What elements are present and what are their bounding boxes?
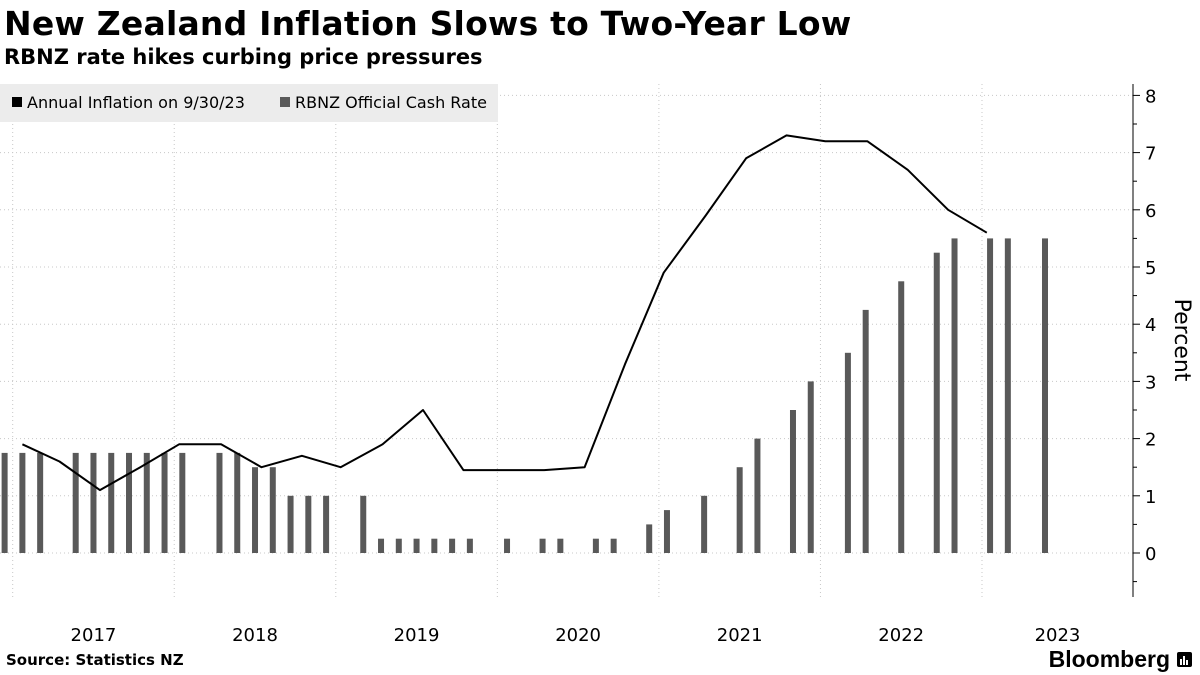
grid — [0, 84, 1133, 597]
cash-rate-bar — [557, 538, 564, 553]
x-tick-label: 2019 — [394, 625, 440, 646]
cash-rate-bar — [987, 238, 994, 553]
cash-rate-bar — [736, 467, 743, 553]
cash-rate-bar — [90, 452, 97, 553]
cash-rate-bar — [539, 538, 546, 553]
cash-rate-bar — [898, 281, 905, 553]
legend: Annual Inflation on 9/30/23 RBNZ Officia… — [12, 93, 487, 112]
cash-rate-bar — [216, 452, 223, 553]
cash-rate-bar — [269, 467, 276, 553]
cash-rate-bar — [663, 510, 670, 553]
cash-rate-bar — [378, 538, 385, 553]
cash-rate-bars — [1, 238, 1048, 553]
y-tick-label: 8 — [1145, 86, 1156, 107]
cash-rate-bar — [179, 452, 186, 553]
legend-swatch-inflation — [12, 97, 22, 107]
y-tick-label: 3 — [1145, 372, 1156, 393]
chart-title: New Zealand Inflation Slows to Two-Year … — [4, 4, 852, 43]
cash-rate-bar — [610, 538, 617, 553]
cash-rate-bar — [395, 538, 402, 553]
inflation-line — [21, 134, 988, 492]
cash-rate-bar — [360, 495, 367, 553]
y-tick-label: 0 — [1145, 544, 1156, 565]
x-tick-label: 2023 — [1035, 625, 1081, 646]
bloomberg-logo: Bloomberg — [1049, 646, 1192, 673]
x-tick-label: 2022 — [878, 625, 924, 646]
cash-rate-bar — [1004, 238, 1011, 553]
cash-rate-bar — [305, 495, 312, 553]
bloomberg-terminal-icon — [1177, 652, 1192, 667]
y-tick-label: 1 — [1145, 487, 1156, 508]
y-tick-label: 4 — [1145, 315, 1156, 336]
x-ticks: 2017 2018 2019 2020 2021 2022 2023 — [71, 625, 1081, 646]
y-axis-label: Percent — [1169, 299, 1194, 382]
y-ticks: 0 1 2 3 4 5 6 7 8 — [1133, 86, 1156, 583]
cash-rate-bar — [592, 538, 599, 553]
cash-rate-bar — [504, 538, 511, 553]
cash-rate-bar — [161, 452, 168, 553]
y-tick-label: 5 — [1145, 258, 1156, 279]
cash-rate-bar — [37, 452, 44, 553]
cash-rate-bar — [862, 309, 869, 553]
cash-rate-bar — [323, 495, 330, 553]
brand-name: Bloomberg — [1048, 646, 1170, 672]
x-tick-label: 2017 — [71, 625, 117, 646]
x-tick-label: 2020 — [555, 625, 601, 646]
legend-label-inflation: Annual Inflation on 9/30/23 — [27, 93, 245, 112]
cash-rate-bar — [933, 252, 940, 553]
y-tick-label: 6 — [1145, 201, 1156, 222]
cash-rate-bar — [252, 467, 259, 553]
cash-rate-bar — [951, 238, 958, 553]
cash-rate-bar — [449, 538, 456, 553]
cash-rate-bar — [1, 452, 8, 553]
cash-rate-bar — [466, 538, 473, 553]
source-note: Source: Statistics NZ — [6, 651, 184, 669]
cash-rate-bar — [143, 452, 150, 553]
cash-rate-bar — [789, 410, 796, 553]
cash-rate-bar — [1041, 238, 1048, 553]
cash-rate-bar — [19, 452, 26, 553]
y-tick-label: 7 — [1145, 144, 1156, 165]
legend-label-cash-rate: RBNZ Official Cash Rate — [295, 93, 487, 112]
legend-swatch-cash-rate — [280, 97, 290, 107]
cash-rate-bar — [126, 452, 133, 553]
cash-rate-bar — [431, 538, 438, 553]
x-tick-label: 2021 — [717, 625, 763, 646]
cash-rate-bar — [287, 495, 294, 553]
chart-subtitle: RBNZ rate hikes curbing price pressures — [4, 45, 483, 69]
x-tick-label: 2018 — [232, 625, 278, 646]
cash-rate-bar — [807, 381, 814, 553]
cash-rate-bar — [754, 438, 761, 553]
cash-rate-bar — [234, 452, 241, 553]
cash-rate-bar — [108, 452, 115, 553]
y-tick-label: 2 — [1145, 430, 1156, 451]
cash-rate-bar — [701, 495, 708, 553]
cash-rate-bar — [72, 452, 79, 553]
cash-rate-bar — [646, 524, 653, 553]
cash-rate-bar — [844, 352, 851, 553]
cash-rate-bar — [413, 538, 420, 553]
legend-background — [0, 84, 498, 122]
